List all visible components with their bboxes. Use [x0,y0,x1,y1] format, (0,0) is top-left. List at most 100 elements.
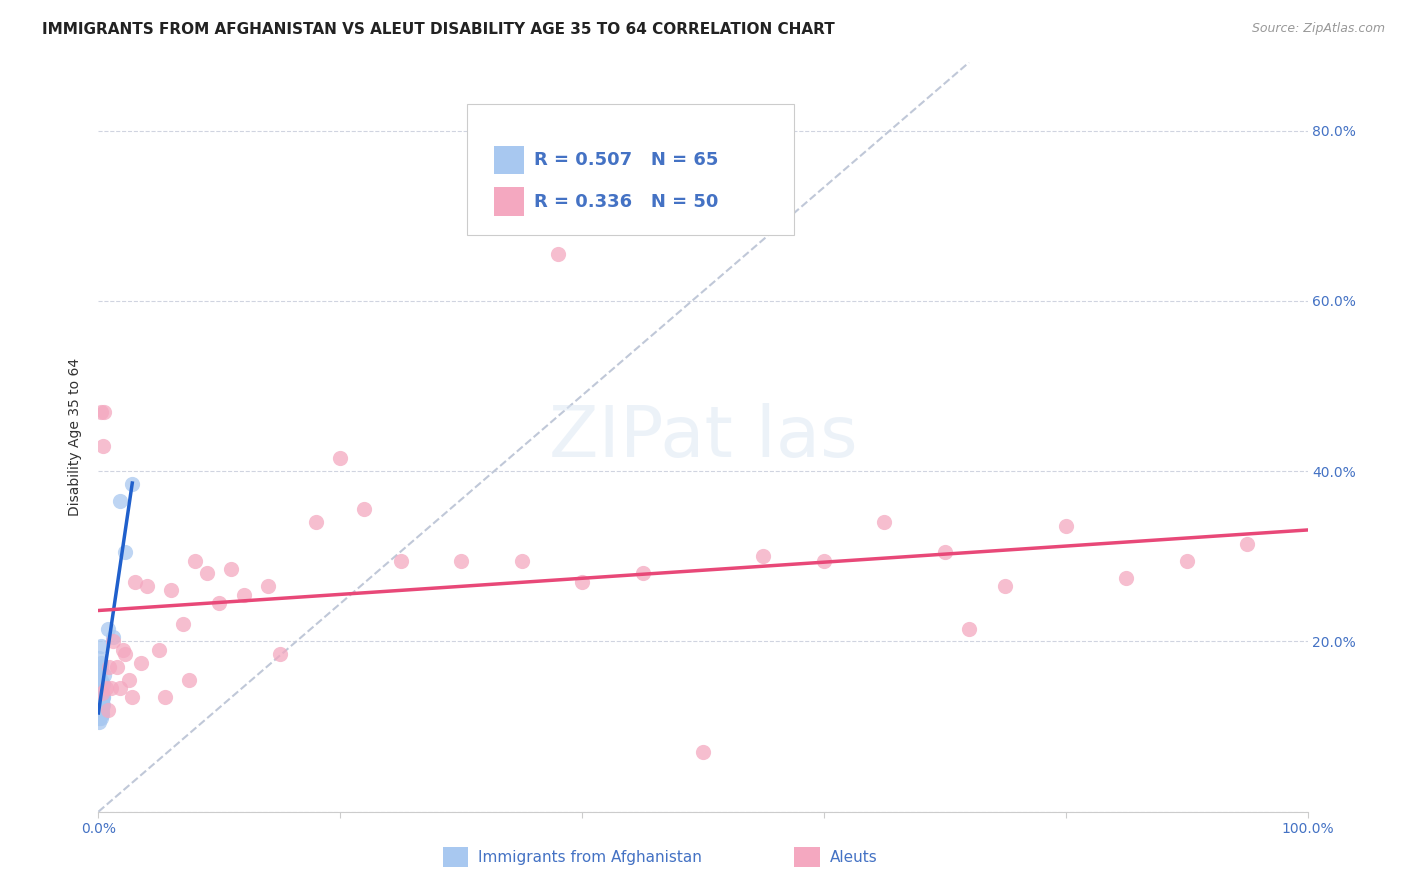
Point [105,660,128,674]
Point [90,706,112,721]
Point [87,702,110,716]
Point [631,566,654,581]
Point [111,643,134,657]
Point [118,673,141,687]
Point [98,660,121,674]
Point [114,647,136,661]
Point [89,690,111,704]
Point [752,549,775,564]
Point [160,583,183,598]
Point [91,698,114,713]
Point [90,404,112,418]
FancyBboxPatch shape [467,103,793,235]
Point [269,647,291,661]
Point [90,706,112,721]
Point [91,690,114,704]
Point [172,617,194,632]
Point [89,673,111,687]
Point [90,660,112,674]
Point [90,702,112,716]
Point [89,685,111,699]
Point [94,681,117,696]
Point [232,588,254,602]
Point [90,702,112,716]
Point [89,698,111,713]
Point [89,690,111,704]
Point [91,677,114,691]
Point [89,694,111,708]
Point [957,622,980,636]
Point [571,574,593,589]
Point [510,553,533,567]
Y-axis label: Disability Age 35 to 64: Disability Age 35 to 64 [69,358,83,516]
Point [450,553,472,567]
Point [91,690,114,704]
Text: IMMIGRANTS FROM AFGHANISTAN VS ALEUT DISABILITY AGE 35 TO 64 CORRELATION CHART: IMMIGRANTS FROM AFGHANISTAN VS ALEUT DIS… [42,22,835,37]
Point [90,639,112,653]
Point [89,698,111,713]
Point [121,476,143,491]
Point [87,651,110,665]
Point [208,596,231,610]
Point [89,698,111,713]
Point [87,702,110,716]
Point [153,690,176,704]
Point [89,694,111,708]
Point [89,673,111,687]
Point [89,694,111,708]
Point [994,579,1017,593]
Point [93,668,115,682]
Point [547,247,569,261]
Point [89,694,111,708]
Point [90,698,112,713]
Point [124,574,146,589]
Point [89,664,111,678]
Point [1115,571,1137,585]
Point [90,706,112,721]
Point [195,566,218,581]
Point [108,494,131,508]
Point [100,681,122,696]
Point [91,694,114,708]
Point [256,579,278,593]
Point [89,702,111,716]
Point [90,694,112,708]
Point [129,656,152,670]
Point [184,553,207,567]
Point [89,694,111,708]
Point [97,622,120,636]
Text: R = 0.507   N = 65: R = 0.507 N = 65 [534,151,718,169]
Point [90,702,112,716]
Point [108,681,131,696]
Point [90,656,112,670]
Point [91,685,114,699]
Point [1175,553,1198,567]
Text: R = 0.336   N = 50: R = 0.336 N = 50 [534,193,718,211]
Point [87,711,110,725]
Point [87,685,110,699]
Point [148,643,170,657]
Point [329,451,352,466]
Point [87,715,110,730]
Text: Source: ZipAtlas.com: Source: ZipAtlas.com [1251,22,1385,36]
Point [101,634,124,648]
Point [179,673,201,687]
Point [89,706,111,721]
FancyBboxPatch shape [494,145,524,174]
Point [97,702,120,716]
Point [89,702,111,716]
Point [90,685,112,699]
Point [221,562,243,576]
Point [135,579,157,593]
Point [89,677,111,691]
Text: Aleuts: Aleuts [830,850,877,864]
Point [305,515,328,529]
Point [91,439,114,453]
Point [101,630,124,644]
Point [90,694,112,708]
Point [934,545,956,559]
Point [89,668,111,682]
Point [91,702,114,716]
Point [89,711,111,725]
Point [121,690,143,704]
